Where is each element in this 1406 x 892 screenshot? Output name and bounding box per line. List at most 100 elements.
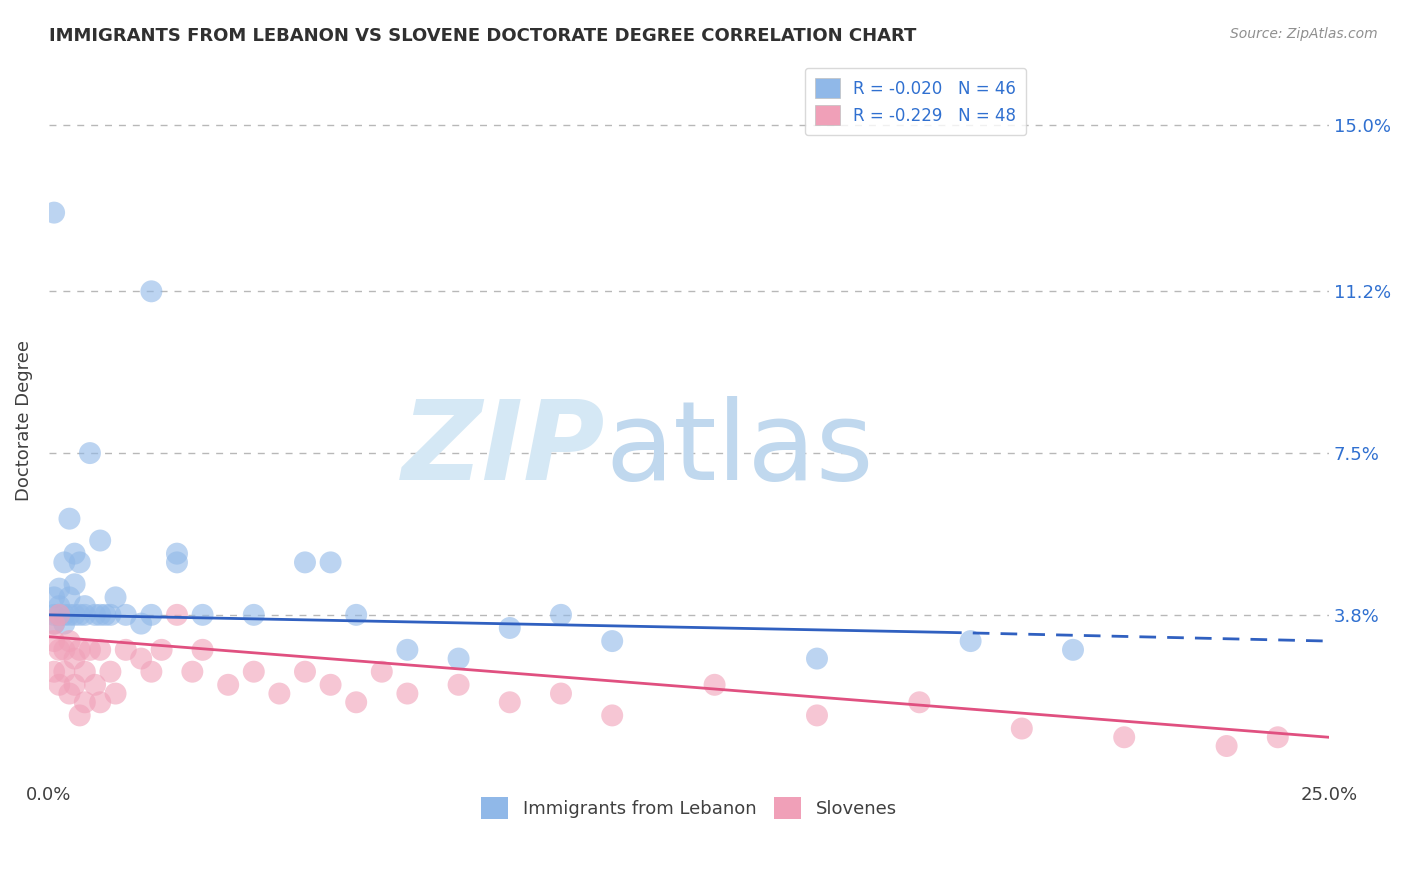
Point (447, 651, 470, 665)
Point (129, 616, 152, 631)
Point (63, 607, 86, 622)
Point (58, 634, 80, 648)
Point (319, 555, 342, 569)
Point (79, 446, 101, 460)
Point (217, 678, 239, 692)
Point (53, 607, 76, 622)
Point (53, 665, 76, 679)
Point (42, 616, 65, 631)
Point (104, 591, 127, 605)
Point (84, 678, 107, 692)
Point (344, 695, 367, 709)
Point (48, 607, 70, 622)
Point (396, 687, 419, 701)
Point (959, 634, 981, 648)
Point (100, 607, 122, 622)
Point (242, 665, 264, 679)
Point (48, 607, 70, 622)
Point (1011, 722, 1033, 736)
Point (89, 533, 111, 548)
Point (141, 285, 163, 299)
Point (69, 708, 91, 723)
Point (600, 708, 623, 723)
Y-axis label: Doctorate Degree: Doctorate Degree (15, 340, 32, 500)
Point (141, 665, 163, 679)
Point (114, 607, 136, 622)
Point (319, 678, 342, 692)
Point (58, 591, 80, 605)
Point (69, 555, 91, 569)
Point (181, 665, 204, 679)
Point (908, 695, 931, 709)
Point (48, 678, 70, 692)
Point (166, 547, 188, 561)
Text: IMMIGRANTS FROM LEBANON VS SLOVENE DOCTORATE DEGREE CORRELATION CHART: IMMIGRANTS FROM LEBANON VS SLOVENE DOCTO… (49, 27, 917, 45)
Point (806, 651, 828, 665)
Point (42, 665, 65, 679)
Point (48, 643, 70, 657)
Point (73, 665, 96, 679)
Point (89, 643, 111, 657)
Point (63, 547, 86, 561)
Point (166, 555, 188, 569)
Point (53, 616, 76, 631)
Text: atlas: atlas (606, 396, 875, 503)
Point (63, 651, 86, 665)
Point (600, 634, 623, 648)
Point (58, 687, 80, 701)
Point (1062, 643, 1084, 657)
Point (1267, 731, 1289, 745)
Point (104, 687, 127, 701)
Point (294, 555, 316, 569)
Point (89, 695, 111, 709)
Point (550, 607, 572, 622)
Point (73, 607, 96, 622)
Point (79, 643, 101, 657)
Point (53, 643, 76, 657)
Point (42, 205, 65, 219)
Point (58, 511, 80, 525)
Point (294, 665, 316, 679)
Point (499, 621, 522, 635)
Point (94, 607, 117, 622)
Point (129, 651, 152, 665)
Point (703, 678, 725, 692)
Point (42, 607, 65, 622)
Point (269, 687, 291, 701)
Point (191, 643, 214, 657)
Point (141, 607, 163, 622)
Point (344, 607, 367, 622)
Point (1114, 731, 1136, 745)
Point (806, 708, 828, 723)
Point (242, 607, 264, 622)
Point (42, 591, 65, 605)
Point (42, 634, 65, 648)
Point (371, 665, 394, 679)
Point (396, 643, 419, 657)
Point (150, 643, 173, 657)
Text: Source: ZipAtlas.com: Source: ZipAtlas.com (1230, 27, 1378, 41)
Point (191, 607, 214, 622)
Point (73, 599, 96, 613)
Text: ZIP: ZIP (402, 396, 606, 503)
Point (53, 555, 76, 569)
Point (84, 607, 107, 622)
Point (89, 607, 111, 622)
Point (550, 687, 572, 701)
Point (100, 665, 122, 679)
Point (166, 607, 188, 622)
Point (114, 643, 136, 657)
Point (48, 582, 70, 596)
Point (447, 678, 470, 692)
Point (1215, 739, 1237, 753)
Point (69, 643, 91, 657)
Point (63, 678, 86, 692)
Point (48, 599, 70, 613)
Point (69, 607, 91, 622)
Legend: Immigrants from Lebanon, Slovenes: Immigrants from Lebanon, Slovenes (474, 789, 904, 826)
Point (58, 607, 80, 622)
Point (499, 695, 522, 709)
Point (42, 616, 65, 631)
Point (63, 577, 86, 591)
Point (73, 695, 96, 709)
